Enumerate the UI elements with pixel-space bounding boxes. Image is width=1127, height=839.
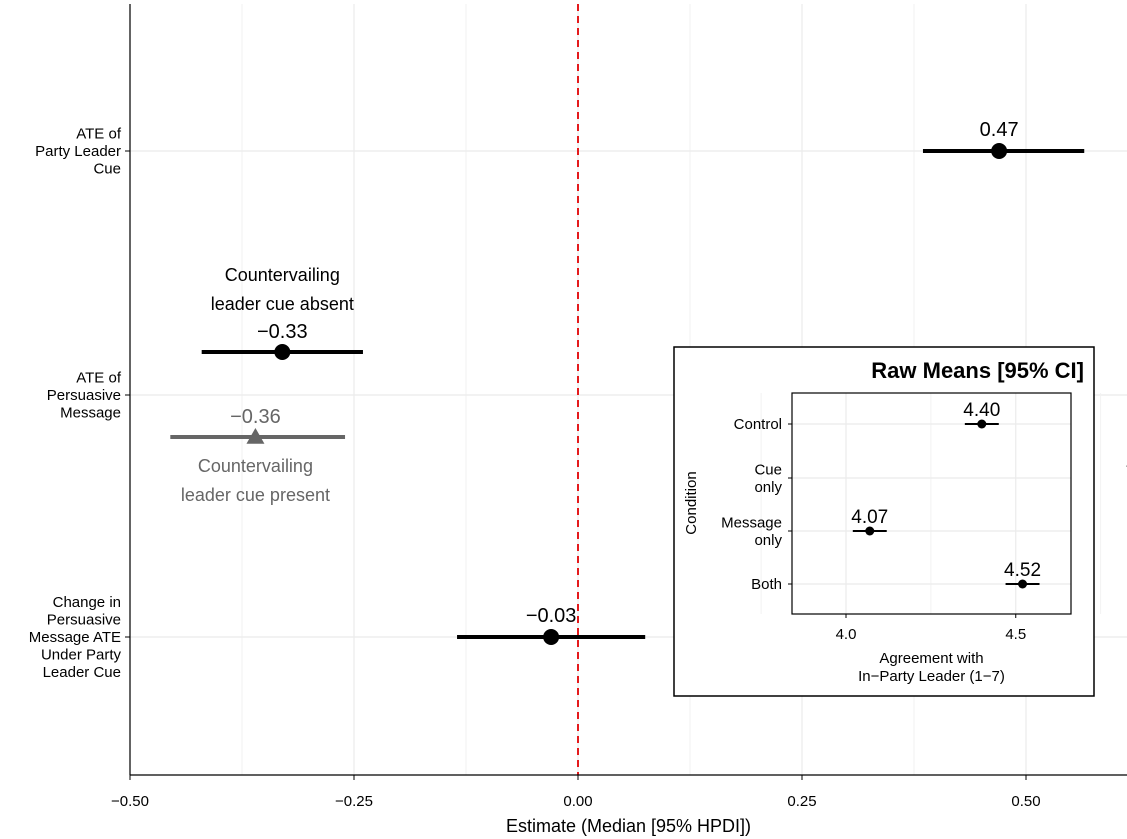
estimate-marker-circle — [274, 344, 291, 360]
y-category-label: Message — [60, 405, 121, 422]
inset-estimate-marker — [1018, 579, 1028, 589]
inset-value-label: 4.52 — [1004, 560, 1041, 581]
inset-y-category-label: only — [754, 532, 782, 549]
inset-point-group: 4.52 — [1004, 560, 1041, 589]
x-tick-label: −0.50 — [111, 793, 149, 810]
y-category-label: Change in — [53, 594, 121, 611]
y-category-label: Party Leader — [35, 143, 121, 160]
x-axis-title: Estimate (Median [95% HPDI]) — [506, 816, 751, 836]
estimate-value-label: −0.33 — [257, 321, 308, 343]
annotation-label: leader cue absent — [211, 294, 354, 314]
estimate-point-group: −0.03 — [457, 605, 646, 645]
inset-x-axis-title: In−Party Leader (1−7) — [858, 668, 1005, 685]
estimate-marker-circle — [991, 143, 1008, 159]
inset-value-label: 4.07 — [851, 507, 888, 528]
estimate-marker-circle — [543, 629, 560, 645]
annotation-label: Countervailing — [198, 456, 313, 476]
inset-estimate-marker — [865, 526, 875, 536]
inset-y-category-label: Cue — [754, 461, 782, 478]
estimate-point-group: −0.36 Countervailing leader cue present — [170, 406, 346, 505]
estimate-value-label: 0.47 — [980, 119, 1019, 141]
estimate-value-label: −0.03 — [526, 605, 577, 627]
x-tick-label: 0.25 — [787, 793, 816, 810]
estimate-marker-triangle — [246, 428, 265, 444]
y-category-label: Persuasive — [47, 387, 121, 404]
inset-y-category-label: only — [754, 479, 782, 496]
inset-x-tick-label: 4.5 — [1005, 626, 1026, 643]
y-category-label: Under Party — [41, 647, 122, 664]
x-tick-label: 0.00 — [563, 793, 592, 810]
inset-y-category-label: Control — [734, 416, 782, 433]
y-category-label: Message ATE — [29, 629, 121, 646]
inset-x-axis-title: Agreement with — [879, 650, 983, 667]
inset-title: Raw Means [95% CI] — [871, 358, 1084, 383]
estimate-value-label: −0.36 — [230, 406, 281, 428]
x-tick-label: −0.25 — [335, 793, 373, 810]
inset-plot: Raw Means [95% CI]4.04.55.0Agreement wit… — [673, 346, 1127, 697]
inset-point-group: 4.40 — [963, 400, 1000, 429]
estimate-point-group: 0.47 — [922, 119, 1085, 159]
inset-y-category-label: Both — [751, 576, 782, 593]
inset-panel-background — [792, 393, 1071, 614]
inset-point-group: 4.07 — [851, 507, 888, 536]
inset-x-tick-label: 4.0 — [836, 626, 857, 643]
estimate-point-group: Countervailing leader cue absent −0.33 — [201, 265, 363, 360]
inset-y-category-label: Message — [721, 514, 782, 531]
y-category-label: Leader Cue — [43, 664, 121, 681]
y-category-label: ATE of — [76, 370, 122, 387]
y-category-label: Persuasive — [47, 612, 121, 629]
x-tick-label: 0.50 — [1011, 793, 1040, 810]
y-category-label: ATE of — [76, 126, 122, 143]
inset-panel-border — [791, 392, 1072, 615]
inset-y-axis-title: Condition — [683, 471, 700, 534]
y-category-label: Cue — [93, 161, 121, 178]
annotation-label: leader cue present — [181, 485, 330, 505]
inset-value-label: 4.40 — [963, 400, 1000, 421]
inset-estimate-marker — [977, 419, 987, 429]
annotation-label: Countervailing — [225, 265, 340, 285]
